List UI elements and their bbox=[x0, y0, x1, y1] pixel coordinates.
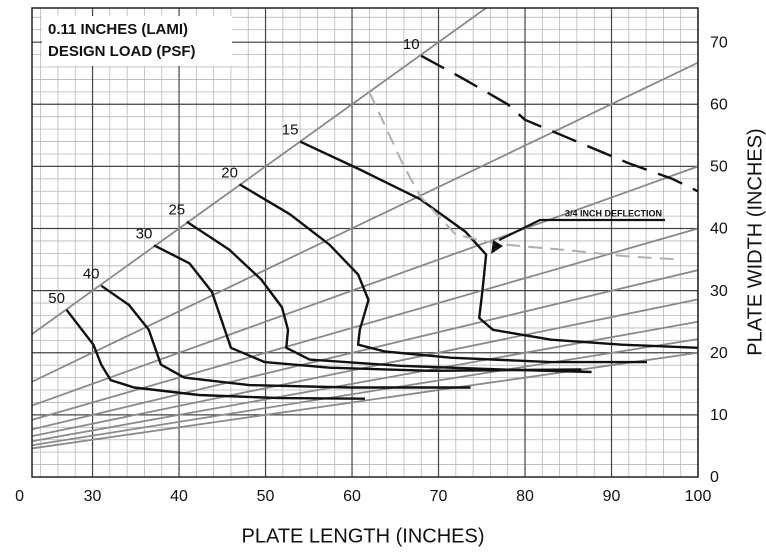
load-curve bbox=[100, 284, 471, 389]
load-curve bbox=[238, 183, 647, 364]
x-tick-label: 50 bbox=[257, 488, 275, 505]
y-tick-label: 70 bbox=[710, 34, 728, 51]
deflection-curve bbox=[368, 91, 681, 261]
labels: 0 30 40 50 60 70 80 90 100 0 10 20 30 40 50 60 70 10 15 20 2… bbox=[15, 34, 728, 505]
plot-background bbox=[32, 8, 698, 477]
y-tick-label: 10 bbox=[710, 407, 728, 424]
ratio-line bbox=[32, 165, 698, 407]
load-curve bbox=[186, 220, 592, 374]
x-tick-label: 80 bbox=[516, 488, 534, 505]
x-axis-title: PLATE LENGTH (INCHES) bbox=[242, 525, 485, 547]
y-tick-label: 50 bbox=[710, 159, 728, 176]
title-line: DESIGN LOAD (PSF) bbox=[48, 43, 196, 60]
x-tick-label: 40 bbox=[170, 488, 188, 505]
y-axis-title: PLATE WIDTH (INCHES) bbox=[744, 128, 766, 355]
x-tick-label: 100 bbox=[685, 488, 712, 505]
x-tick-label: 70 bbox=[430, 488, 448, 505]
curve-label: 10 bbox=[403, 36, 420, 53]
curves bbox=[65, 54, 698, 400]
x-tick-label: 90 bbox=[603, 488, 621, 505]
curve-label: 25 bbox=[168, 202, 185, 219]
y-tick-label: 30 bbox=[710, 283, 728, 300]
title-line: 0.11 INCHES (LAMI) bbox=[48, 21, 188, 38]
y-tick-label: 40 bbox=[710, 221, 728, 238]
x-tick-label: 0 bbox=[15, 488, 24, 505]
load-curve bbox=[65, 309, 366, 400]
curve-label: 15 bbox=[282, 122, 299, 139]
x-tick-label: 30 bbox=[84, 488, 102, 505]
curve-label: 50 bbox=[48, 290, 65, 307]
arrow-head bbox=[491, 240, 504, 255]
curve-label: 30 bbox=[136, 225, 153, 242]
ratio-line bbox=[32, 269, 698, 431]
load-curve bbox=[420, 54, 698, 193]
curve-label: 20 bbox=[221, 164, 238, 181]
ratio-line bbox=[32, 338, 698, 447]
annotation-arrow bbox=[498, 218, 665, 242]
curve-label: 40 bbox=[83, 266, 100, 283]
plot-frame bbox=[31, 7, 699, 478]
y-tick-label: 60 bbox=[710, 97, 728, 114]
title-box bbox=[42, 16, 232, 66]
ratio-line bbox=[32, 61, 698, 383]
load-curve bbox=[299, 140, 698, 349]
annotation: 3/4 INCH DEFLECTION bbox=[565, 208, 662, 218]
y-tick-label: 0 bbox=[710, 469, 719, 486]
ratio-line bbox=[32, 8, 488, 335]
y-tick-label: 20 bbox=[710, 345, 728, 362]
load-curve bbox=[153, 244, 582, 372]
ratio-line bbox=[32, 351, 698, 450]
x-tick-label: 60 bbox=[343, 488, 361, 505]
